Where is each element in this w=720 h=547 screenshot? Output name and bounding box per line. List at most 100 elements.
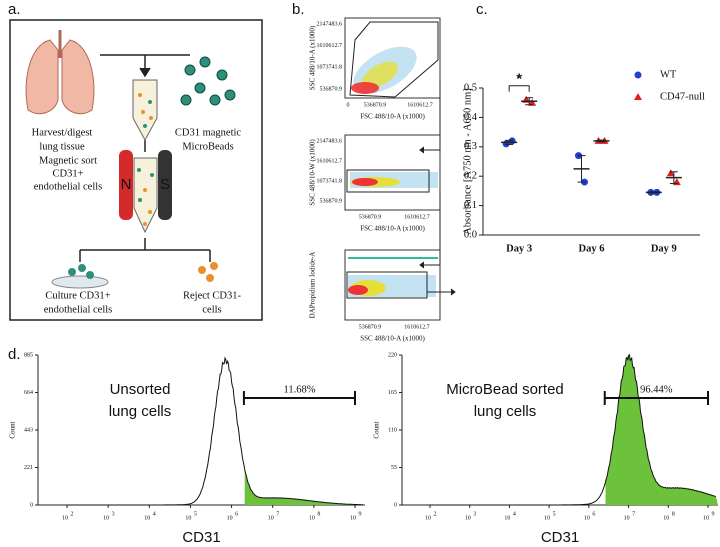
hist-x-tick-base: 10 — [465, 515, 471, 521]
hist-x-tick-exp: 8 — [317, 511, 320, 517]
gate-bar — [242, 391, 356, 405]
gate-label: 11.68% — [283, 384, 315, 395]
hist-x-tick-base: 10 — [504, 515, 510, 521]
y-tick-label: 0.1 — [464, 200, 477, 211]
hist-x-tick-exp: 3 — [473, 511, 476, 517]
hist-y-tick-label: 664 — [24, 390, 33, 396]
histogram-title: MicroBead sorted — [446, 381, 564, 398]
y-tick-label: 0.5 — [464, 82, 477, 93]
gate-y-tick: 536870.9 — [320, 198, 343, 204]
y-axis-label: Absorbance [A750 nm - A650 nm] — [462, 88, 473, 235]
panel-label: d. — [8, 346, 21, 363]
gate-y-tick: 1073741.8 — [317, 178, 343, 184]
hist-x-label: CD31 — [541, 529, 579, 546]
hist-x-tick-base: 10 — [663, 515, 669, 521]
y-tick-label: 0.0 — [464, 229, 477, 240]
hist-x-tick-base: 10 — [425, 515, 431, 521]
histogram-curve — [67, 356, 364, 506]
hist-y-tick-label: 443 — [24, 427, 33, 433]
gate-x-tick: 1610612.7 — [404, 324, 430, 330]
reject-label: cells — [202, 304, 221, 315]
legend-marker — [634, 71, 642, 79]
sort-label: Magnetic sort — [39, 155, 97, 166]
hist-x-tick-exp: 7 — [632, 511, 635, 517]
data-point — [528, 98, 537, 106]
hist-x-tick-base: 10 — [103, 515, 109, 521]
hist-x-tick-base: 10 — [544, 515, 550, 521]
gating-arrows — [419, 80, 456, 296]
x-tick-label: Day 9 — [651, 243, 677, 254]
hist-x-tick-base: 10 — [350, 515, 356, 521]
hist-x-tick-exp: 8 — [672, 511, 675, 517]
harvest-label: lung tissue — [39, 141, 85, 152]
gate-y-tick: 536870.9 — [320, 86, 343, 92]
gate-x-tick: 1610612.7 — [404, 214, 430, 220]
sort-label: endothelial cells — [34, 181, 103, 192]
hist-x-tick-base: 10 — [584, 515, 590, 521]
hist-x-tick-exp: 5 — [553, 511, 556, 517]
hist-x-tick-base: 10 — [309, 515, 315, 521]
x-tick-label: Day 6 — [579, 243, 605, 254]
histogram-title: lung cells — [109, 403, 172, 420]
hist-x-label: CD31 — [182, 529, 220, 546]
gate-y-tick: 2147483.6 — [317, 138, 343, 144]
hist-x-tick-exp: 9 — [359, 511, 362, 517]
gate-x-tick: 536870.9 — [364, 102, 387, 108]
hist-x-tick-exp: 6 — [592, 511, 595, 517]
gate-bar — [603, 391, 709, 405]
beads-label: MicroBeads — [182, 141, 233, 152]
hist-x-tick-exp: 6 — [235, 511, 238, 517]
gate-label: 96.44% — [640, 384, 673, 395]
hist-x-tick-exp: 5 — [194, 511, 197, 517]
hist-y-tick-label: 165 — [388, 390, 397, 396]
flow-density — [344, 17, 441, 321]
legend-label: CD47-null — [660, 91, 705, 102]
tube — [132, 79, 158, 142]
gate-x-tick: 536870.9 — [359, 214, 382, 220]
harvest-label: Harvest/digest — [32, 127, 93, 138]
gate-x-tick: 536870.9 — [359, 324, 382, 330]
hist-y-tick-label: 885 — [24, 352, 33, 358]
hist-x-tick-base: 10 — [62, 515, 68, 521]
arrows-a — [79, 54, 211, 262]
hist-x-tick-exp: 9 — [712, 511, 715, 517]
data-point — [508, 137, 516, 145]
gate-y-label: DAPropidium Iodide-A — [309, 252, 317, 319]
significance-mark: * — [516, 71, 522, 88]
rejected-cells — [198, 262, 218, 282]
y-tick-label: 0.3 — [464, 141, 477, 152]
panel-a-frame — [9, 19, 263, 321]
y-tick-label: 0.2 — [464, 171, 477, 182]
panel-label: b. — [292, 1, 305, 18]
gate-x-label: FSC 488/10-A (x1000) — [360, 225, 425, 233]
hist-x-tick-exp: 3 — [112, 511, 115, 517]
histogram-title: lung cells — [474, 403, 537, 420]
gate-y-tick: 1610612.7 — [317, 43, 343, 49]
legend-marker — [634, 93, 642, 100]
gate-x-label: SSC 488/10-A (x1000) — [360, 335, 425, 343]
magnet — [119, 150, 172, 234]
data-point — [666, 169, 675, 177]
gate-y-tick: 2147483.6 — [317, 21, 343, 27]
hist-y-label: Count — [9, 421, 17, 438]
gate-y-label: SSC 488/10-W (x1000) — [309, 139, 317, 206]
hist-x-tick-exp: 7 — [276, 511, 279, 517]
hist-x-tick-base: 10 — [227, 515, 233, 521]
x-tick-label: Day 3 — [506, 243, 532, 254]
lungs — [25, 30, 95, 115]
magnet-pole: S — [160, 176, 170, 193]
reject-label: Reject CD31- — [183, 290, 242, 301]
sort-label: CD31+ — [52, 168, 83, 179]
significance-bracket — [508, 85, 530, 92]
culture-label: endothelial cells — [44, 304, 113, 315]
hist-x-tick-base: 10 — [624, 515, 630, 521]
gated-fill — [244, 469, 365, 505]
gate-y-tick: 1610612.7 — [317, 158, 343, 164]
hist-y-tick-label: 220 — [388, 352, 397, 358]
hist-y-tick-label: 110 — [388, 427, 397, 433]
gate-x-label: FSC 488/10-A (x1000) — [360, 113, 425, 121]
histogram-title: Unsorted — [110, 381, 171, 398]
culture-label: Culture CD31+ — [45, 290, 110, 301]
hist-y-tick-label: 0 — [394, 502, 397, 508]
gate-y-tick: 1073741.8 — [317, 65, 343, 71]
